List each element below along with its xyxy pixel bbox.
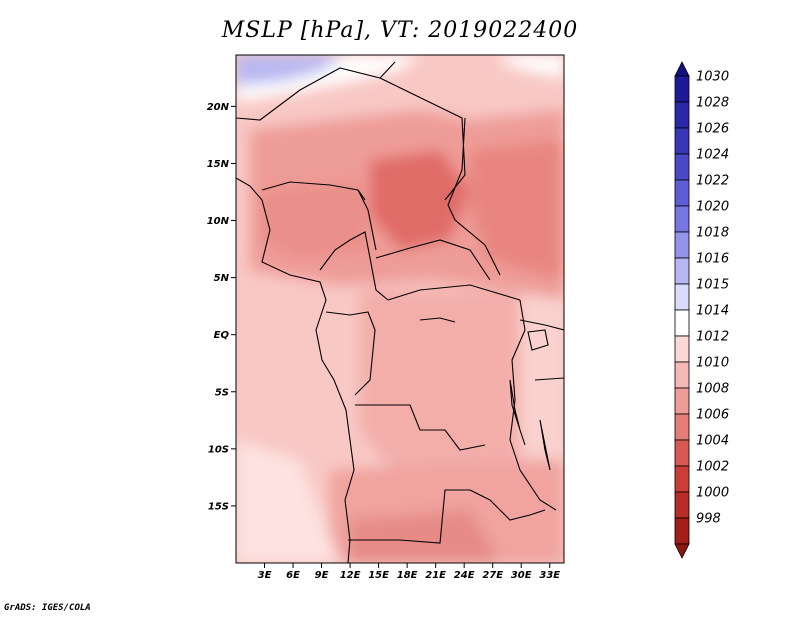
sudan-low bbox=[470, 140, 564, 280]
colorbar-segment bbox=[674, 517, 690, 545]
colorbar-segment bbox=[674, 439, 690, 467]
colorbar-segment bbox=[674, 387, 690, 415]
boundary-gabon-congo bbox=[325, 311, 376, 396]
lon-tick-label: 12E bbox=[340, 570, 361, 581]
lon-tick-label: 33E bbox=[539, 570, 560, 581]
colorbar-segment bbox=[674, 335, 690, 363]
zambia-low bbox=[350, 510, 500, 563]
boundary-north bbox=[236, 61, 396, 121]
colorbar-segment bbox=[674, 75, 690, 103]
boundary-lake-chad bbox=[357, 189, 377, 251]
colorbar-label: 1015 bbox=[696, 278, 729, 293]
colorbar-top-arrow bbox=[674, 61, 690, 77]
colorbar-label: 1012 bbox=[696, 330, 729, 345]
boundary-drc-north bbox=[387, 284, 521, 301]
colorbar-segment bbox=[674, 283, 690, 311]
lon-tick-label: 15E bbox=[368, 570, 389, 581]
map-frame bbox=[235, 54, 565, 564]
boundaries bbox=[236, 61, 564, 563]
colorbar-label: 1024 bbox=[696, 148, 729, 163]
colorbar-segment bbox=[674, 465, 690, 493]
colorbar-label: 1004 bbox=[696, 434, 729, 449]
boundary-zambia bbox=[469, 489, 546, 521]
longitude-axis: 3E 6E 9E 12E 15E 18E 21E 24E 27E 30E 33E bbox=[258, 563, 560, 581]
colorbar-segment bbox=[674, 127, 690, 155]
lat-tick-label: 5N bbox=[214, 273, 230, 284]
boundary-angola-namibia bbox=[348, 489, 470, 544]
colorbar-segment bbox=[674, 413, 690, 441]
latitude-axis: 20N 15N 10N 5N EQ 5S 10S 15S bbox=[207, 102, 236, 512]
colorbar: 1030 1028 1026 1024 1022 1020 1018 1016 1015 1014… bbox=[674, 61, 729, 559]
chad-low bbox=[370, 150, 470, 250]
boundary-drc-angola bbox=[355, 404, 486, 451]
river-congo bbox=[419, 317, 456, 323]
lake-malawi bbox=[539, 419, 551, 471]
colorbar-segment bbox=[674, 231, 690, 259]
lat-tick-label: 15N bbox=[207, 159, 230, 170]
nigeria-low bbox=[260, 180, 370, 260]
colorbar-label: 1026 bbox=[696, 122, 729, 137]
colorbar-segment bbox=[674, 205, 690, 233]
boundary-chad-sudan bbox=[447, 117, 501, 276]
colorbar-label: 998 bbox=[696, 512, 721, 527]
colorbar-label: 1020 bbox=[696, 200, 729, 215]
colorbar-label: 1014 bbox=[696, 304, 729, 319]
colorbar-segment bbox=[674, 101, 690, 129]
colorbar-segment bbox=[674, 361, 690, 389]
boundary-car bbox=[375, 239, 491, 281]
lat-tick-label: 20N bbox=[207, 102, 230, 113]
colorbar-label: 1018 bbox=[696, 226, 729, 241]
colorbar-segment bbox=[674, 179, 690, 207]
lat-tick-label: 5S bbox=[215, 387, 229, 398]
colorbar-label: 1030 bbox=[696, 70, 729, 85]
boundary-nigeria-cameroon bbox=[319, 231, 389, 301]
colorbar-label: 1006 bbox=[696, 408, 729, 423]
colorbar-segment bbox=[674, 257, 690, 285]
boundary-uganda bbox=[519, 319, 564, 331]
lon-tick-label: 30E bbox=[511, 570, 532, 581]
lat-tick-label: 10N bbox=[207, 216, 230, 227]
colorbar-label: 1010 bbox=[696, 356, 729, 371]
lat-tick-label: 10S bbox=[208, 444, 229, 455]
boundary-niger-nigeria bbox=[261, 181, 366, 201]
boundary-tanzania bbox=[534, 377, 564, 381]
lon-tick-label: 9E bbox=[315, 570, 329, 581]
boundary-east bbox=[509, 299, 557, 511]
colorbar-label: 1022 bbox=[696, 174, 729, 189]
west-coastline bbox=[236, 177, 355, 563]
grads-credit: GrADS: IGES/COLA bbox=[4, 603, 91, 613]
lon-tick-label: 27E bbox=[482, 570, 503, 581]
map-title: MSLP [hPa], VT: 2019022400 bbox=[221, 18, 579, 43]
lake-victoria bbox=[527, 329, 549, 351]
pressure-field bbox=[236, 55, 564, 563]
lat-tick-label: 15S bbox=[208, 501, 229, 512]
colorbar-label: 1002 bbox=[696, 460, 729, 475]
colorbar-label: 1000 bbox=[696, 486, 729, 501]
colorbar-label: 1016 bbox=[696, 252, 729, 267]
lon-tick-label: 3E bbox=[258, 570, 272, 581]
lon-tick-label: 6E bbox=[286, 570, 300, 581]
high-pressure-ne bbox=[500, 55, 564, 78]
colorbar-segment bbox=[674, 309, 690, 337]
atlantic-ridge bbox=[236, 440, 340, 563]
colorbar-segment bbox=[674, 153, 690, 181]
lake-tanganyika bbox=[509, 379, 526, 446]
lon-tick-label: 24E bbox=[454, 570, 475, 581]
lat-tick-label: EQ bbox=[214, 330, 230, 341]
high-pressure-core bbox=[236, 55, 345, 86]
congo-basin bbox=[360, 290, 520, 480]
colorbar-bottom-arrow bbox=[674, 543, 690, 559]
lon-tick-label: 18E bbox=[397, 570, 418, 581]
lon-tick-label: 21E bbox=[425, 570, 446, 581]
colorbar-label: 1028 bbox=[696, 96, 729, 111]
colorbar-label: 1008 bbox=[696, 382, 729, 397]
colorbar-segment bbox=[674, 491, 690, 519]
